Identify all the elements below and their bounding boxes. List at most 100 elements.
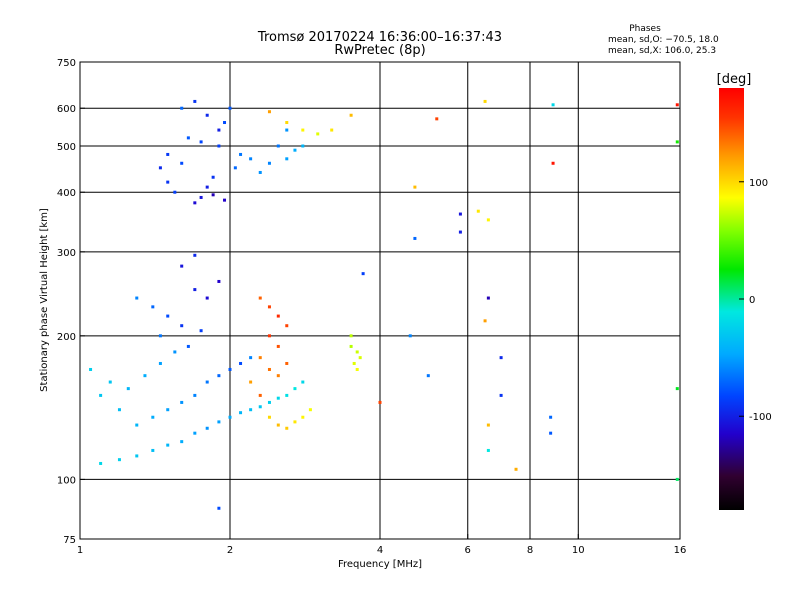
data-point xyxy=(180,264,184,268)
x-tick-label: 16 xyxy=(674,545,687,556)
data-point xyxy=(233,166,237,170)
data-point xyxy=(499,393,503,397)
data-point xyxy=(551,103,555,107)
data-point xyxy=(276,144,280,148)
x-tick-label: 8 xyxy=(527,545,533,556)
data-point xyxy=(316,132,320,136)
data-point xyxy=(285,426,289,430)
y-tick-label: 500 xyxy=(57,142,76,153)
data-point xyxy=(193,431,197,435)
chart-title: Tromsø 20170224 16:36:00–16:37:43 xyxy=(257,30,502,45)
data-point xyxy=(186,344,190,348)
stats-line-o: mean, sd,O: −70.5, 18.0 xyxy=(608,35,719,45)
data-point xyxy=(258,296,262,300)
data-point xyxy=(301,380,305,384)
colorbar-tick-label: 0 xyxy=(749,295,755,306)
data-point xyxy=(158,334,162,338)
data-points xyxy=(89,99,679,510)
data-point xyxy=(486,448,490,452)
y-tick-label: 200 xyxy=(57,332,76,343)
data-point xyxy=(173,190,177,194)
data-point xyxy=(293,420,297,424)
data-point xyxy=(486,218,490,222)
data-point xyxy=(276,396,280,400)
data-point xyxy=(675,387,679,391)
data-point xyxy=(267,400,271,404)
data-point xyxy=(276,344,280,348)
data-point xyxy=(458,212,462,216)
data-point xyxy=(211,175,215,179)
data-point xyxy=(285,121,289,125)
y-tick-label: 300 xyxy=(57,248,76,259)
data-point xyxy=(199,195,203,199)
x-axis-ticks: 1 2 4 6 8 10 16 xyxy=(77,534,687,556)
data-point xyxy=(223,198,227,202)
data-point xyxy=(549,431,553,435)
data-point xyxy=(239,411,243,415)
data-point xyxy=(186,136,190,140)
data-point xyxy=(301,144,305,148)
data-point xyxy=(166,408,170,412)
data-point xyxy=(486,296,490,300)
chart-subtitle: RwPretec (8p) xyxy=(334,43,425,58)
data-point xyxy=(675,103,679,107)
data-point xyxy=(193,393,197,397)
data-point xyxy=(361,272,365,276)
y-tick-label: 75 xyxy=(63,535,76,546)
data-point xyxy=(99,393,103,397)
data-point xyxy=(549,415,553,419)
data-point xyxy=(258,393,262,397)
x-tick-label: 1 xyxy=(77,545,83,556)
y-tick-label: 600 xyxy=(57,104,76,115)
x-axis-label: Frequency [MHz] xyxy=(338,559,422,570)
data-point xyxy=(205,426,209,430)
data-point xyxy=(180,106,184,110)
data-point xyxy=(285,393,289,397)
data-point xyxy=(308,408,312,412)
data-point xyxy=(99,461,103,465)
data-point xyxy=(483,319,487,323)
data-point xyxy=(675,477,679,481)
data-point xyxy=(126,387,130,391)
colorbar-label: [deg] xyxy=(717,72,752,87)
x-tick-label: 2 xyxy=(227,545,233,556)
data-point xyxy=(675,140,679,144)
data-point xyxy=(408,334,412,338)
data-point xyxy=(378,400,382,404)
data-point xyxy=(267,415,271,419)
data-point xyxy=(267,110,271,114)
data-point xyxy=(285,157,289,161)
data-point xyxy=(117,458,121,462)
data-point xyxy=(199,140,203,144)
data-point xyxy=(89,367,93,371)
data-point xyxy=(301,415,305,419)
data-point xyxy=(276,314,280,318)
data-point xyxy=(180,440,184,444)
data-point xyxy=(293,387,297,391)
data-point xyxy=(217,506,221,510)
data-point xyxy=(349,344,353,348)
data-point xyxy=(486,423,490,427)
data-point xyxy=(217,279,221,283)
data-point xyxy=(285,324,289,328)
data-point xyxy=(193,99,197,103)
data-point xyxy=(211,193,215,197)
data-point xyxy=(413,236,417,240)
data-point xyxy=(551,161,555,165)
data-point xyxy=(205,380,209,384)
data-point xyxy=(483,99,487,103)
x-tick-label: 4 xyxy=(377,545,383,556)
data-point xyxy=(158,166,162,170)
stats-title: Phases xyxy=(629,24,661,34)
data-point xyxy=(151,415,155,419)
data-point xyxy=(413,185,417,189)
data-point xyxy=(355,350,359,354)
data-point xyxy=(180,161,184,165)
x-tick-label: 6 xyxy=(465,545,471,556)
data-point xyxy=(435,117,439,121)
x-tick-label: 10 xyxy=(572,545,585,556)
data-point xyxy=(258,170,262,174)
data-point xyxy=(301,128,305,132)
data-point xyxy=(180,324,184,328)
